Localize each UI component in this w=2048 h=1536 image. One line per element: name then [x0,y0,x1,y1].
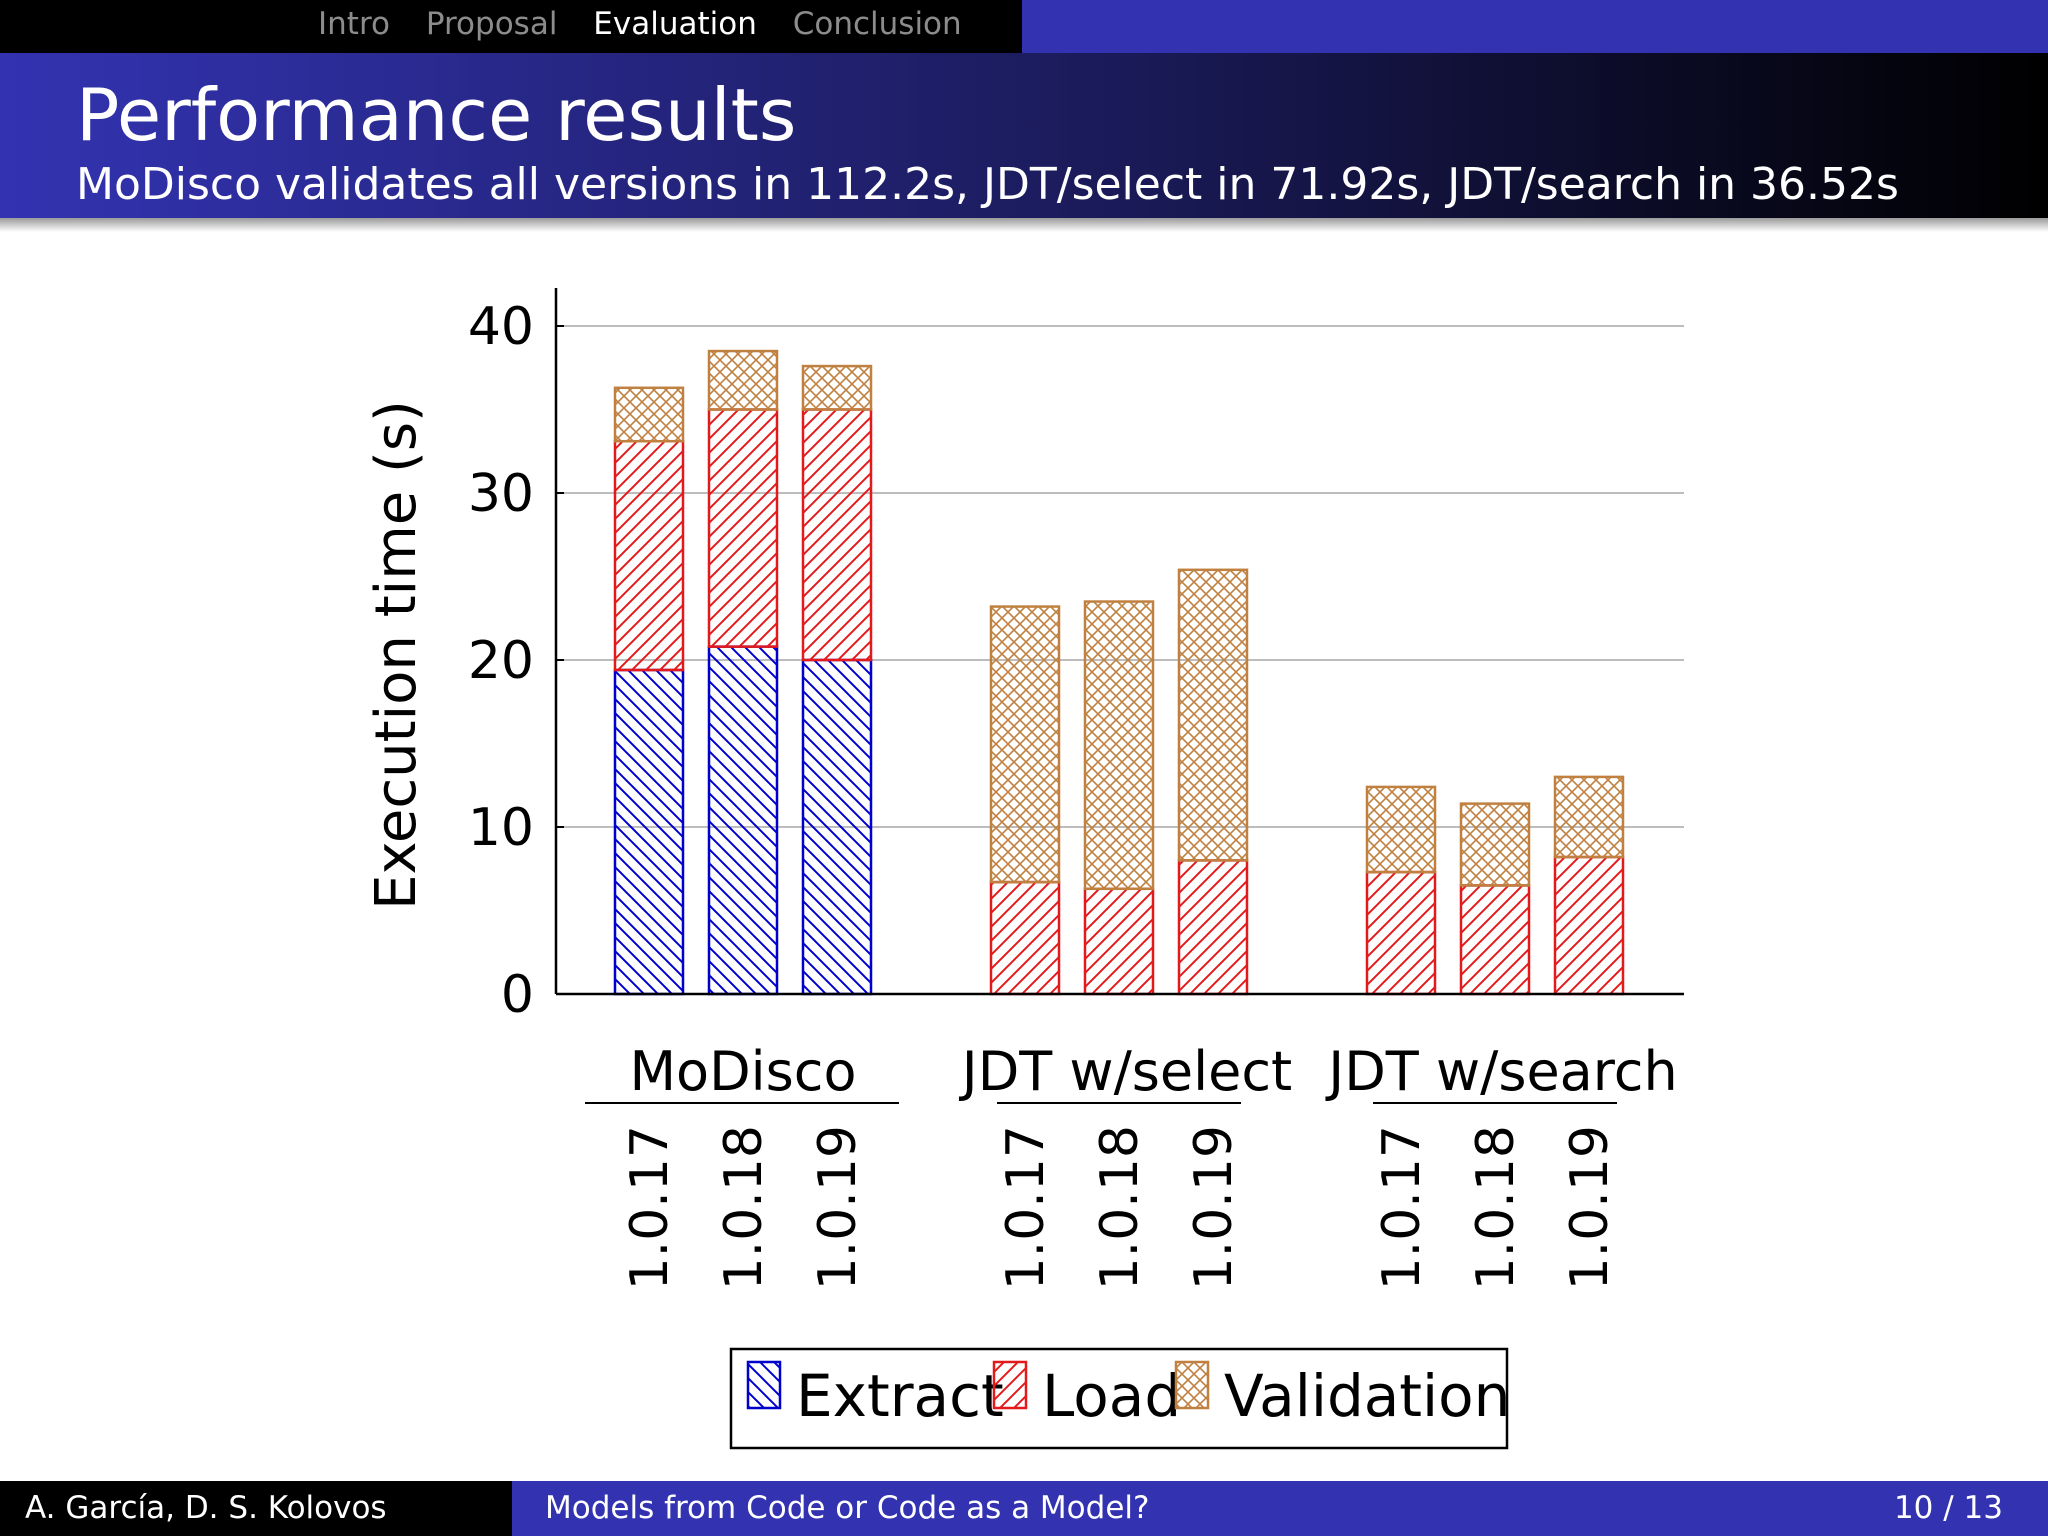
bar-segment-validation [989,605,1061,884]
footer-title-box: Models from Code or Code as a Model? 10 … [512,1481,2048,1536]
y-tick-label: 40 [468,297,534,357]
bar-segment-load [1365,870,1437,996]
y-tick-label: 20 [468,631,534,691]
footer: A. García, D. S. Kolovos Models from Cod… [0,1481,2048,1536]
legend-swatch-extract [746,1360,782,1410]
category-label: 1.0.19 [1560,1125,1620,1290]
bar-segment-validation [613,386,685,443]
labels: 0 10 20 30 40 Execution time (s) 1.0.17 1.0.18 1… [364,297,1678,1290]
legend-swatch-validation [1174,1360,1210,1410]
execution-time-chart: 0 10 20 30 40 Execution time (s) 1.0.17 1.0.18 1… [364,288,1684,1450]
slide-title: Performance results [76,73,797,157]
y-tick-label: 30 [468,464,534,524]
bar-segment-validation [707,349,779,411]
bar-segment-extract [707,645,779,996]
top-navigation: Intro Proposal Evaluation Conclusion [0,0,2048,53]
group-label: JDT w/select [959,1040,1292,1103]
bar-segment-load [613,439,685,672]
legend-label-load: Load [1042,1362,1181,1430]
category-label: 1.0.18 [1090,1125,1150,1290]
bar-segment-validation [1553,775,1625,859]
footer-authors-box: A. García, D. S. Kolovos [0,1481,512,1536]
nav-item-conclusion[interactable]: Conclusion [792,6,962,42]
group-label: MoDisco [629,1040,856,1103]
footer-authors: A. García, D. S. Kolovos [25,1490,387,1526]
category-label: 1.0.17 [1372,1125,1432,1290]
footer-talk-title: Models from Code or Code as a Model? [545,1490,1150,1526]
y-tick-label: 10 [468,798,534,858]
page-number: 10 / 13 [1893,1490,2003,1526]
nav-item-intro[interactable]: Intro [318,6,390,42]
bar-segment-extract [613,668,685,996]
bar-segment-load [1459,884,1531,996]
bar-segment-validation [801,364,873,411]
y-tick-label: 0 [501,965,534,1025]
legend-label-validation: Validation [1224,1362,1510,1430]
bar-segment-load [1177,859,1249,996]
bars [613,349,1625,996]
slide-subtitle: MoDisco validates all versions in 112.2s… [76,159,1899,210]
bar-segment-validation [1083,600,1155,891]
nav-item-proposal[interactable]: Proposal [425,6,558,42]
category-label: 1.0.18 [714,1125,774,1290]
legend: Extract Load Validation [729,1347,1510,1450]
legend-label-extract: Extract [796,1362,1004,1430]
bar-segment-load [1083,887,1155,996]
nav-item-evaluation[interactable]: Evaluation [593,6,757,42]
bar-segment-load [1553,855,1625,996]
legend-swatch-load [992,1360,1028,1410]
axes [554,288,1684,996]
bar-segment-load [989,880,1061,996]
bar-segment-validation [1177,568,1249,862]
y-axis-label: Execution time (s) [364,400,429,910]
bar-segment-extract [801,658,873,996]
category-label: 1.0.19 [1184,1125,1244,1290]
category-label: 1.0.19 [808,1125,868,1290]
bar-segment-validation [1459,802,1531,887]
nav-items: Intro Proposal Evaluation Conclusion [318,6,988,42]
group-label: JDT w/search [1325,1040,1677,1103]
bar-segment-load [801,408,873,662]
bar-segment-load [707,408,779,648]
title-shadow [0,218,2048,232]
category-label: 1.0.17 [996,1125,1056,1290]
category-label: 1.0.17 [620,1125,680,1290]
title-bar: Performance results MoDisco validates al… [0,53,2048,218]
category-label: 1.0.18 [1466,1125,1526,1290]
bar-segment-validation [1365,785,1437,874]
legend-box [729,1347,1509,1450]
